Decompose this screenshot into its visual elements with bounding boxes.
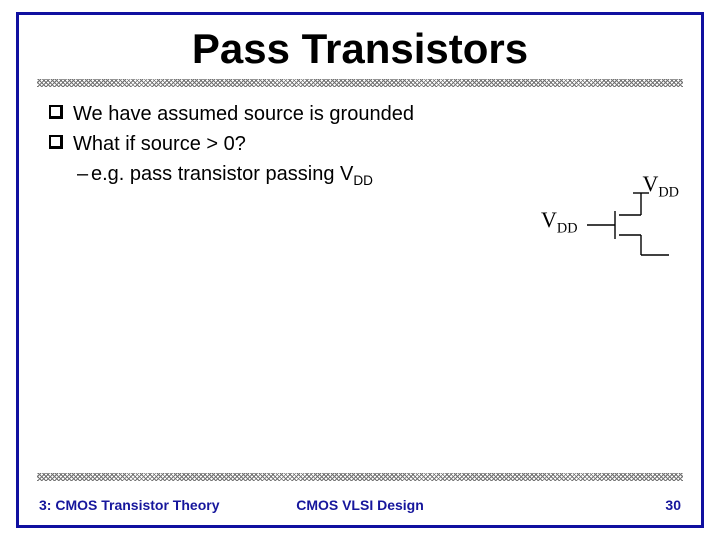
- dash-icon: –: [77, 161, 91, 187]
- vdd-label-left: VDD: [541, 207, 578, 237]
- slide-title: Pass Transistors: [19, 15, 701, 73]
- vdd-sub: DD: [658, 184, 679, 200]
- vdd-base: V: [541, 207, 557, 232]
- vdd-base: V: [642, 171, 658, 196]
- slide-frame: Pass Transistors We have assumed source …: [16, 12, 704, 528]
- bullet-row: What if source > 0?: [49, 131, 671, 157]
- footer-center: CMOS VLSI Design: [19, 497, 701, 513]
- bullet-text: What if source > 0?: [73, 131, 246, 157]
- footer-page-number: 30: [665, 497, 681, 513]
- sub-bullet-text: e.g. pass transistor passing VDD: [91, 161, 373, 194]
- slide-footer: 3: CMOS Transistor Theory CMOS VLSI Desi…: [19, 485, 701, 525]
- footer-rule: [37, 473, 683, 481]
- vdd-sub: DD: [557, 220, 578, 236]
- transistor-diagram: VDD VDD: [549, 175, 679, 265]
- checkbox-bullet-icon: [49, 105, 63, 119]
- title-underline: [37, 79, 683, 87]
- vdd-label-top: VDD: [642, 171, 679, 201]
- sub-bullet-sub: DD: [353, 173, 373, 188]
- bullet-text: We have assumed source is grounded: [73, 101, 414, 127]
- bullet-row: We have assumed source is grounded: [49, 101, 671, 127]
- sub-bullet-prefix: e.g. pass transistor passing V: [91, 163, 353, 185]
- checkbox-bullet-icon: [49, 135, 63, 149]
